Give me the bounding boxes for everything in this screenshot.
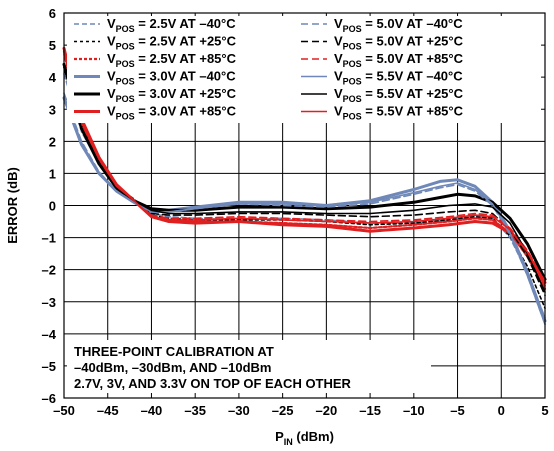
- x-axis-label: PIN (dBm): [275, 429, 334, 447]
- note-line: THREE-POINT CALIBRATION AT: [74, 344, 274, 359]
- legend-label: VPOS = 2.5V AT –40°C: [107, 16, 236, 34]
- series-line: [62, 96, 547, 323]
- y-tick-label: 3: [49, 102, 56, 117]
- series-line: [63, 66, 546, 293]
- series-line: [63, 52, 546, 287]
- y-tick-label: 6: [49, 6, 56, 21]
- x-tick-label: –45: [97, 403, 119, 418]
- note-background: [67, 340, 431, 393]
- y-tick-label: –5: [42, 359, 56, 374]
- axes: –50 –45 –40 –35 –30 –25 –20 –15 –10 –5 0 5–6–5–4–3–…: [5, 6, 549, 447]
- series-line: [63, 95, 546, 325]
- legend-label: VPOS = 5.5V AT –40°C: [334, 69, 463, 87]
- x-tick-label: –50: [53, 403, 75, 418]
- legend-label: VPOS = 5.5V AT +85°C: [334, 104, 464, 122]
- y-tick-label: 1: [49, 166, 56, 181]
- y-tick-label: 4: [49, 70, 57, 85]
- x-tick-label: –5: [450, 403, 464, 418]
- legend-label: VPOS = 2.5V AT +85°C: [107, 51, 237, 69]
- y-tick-label: –3: [42, 295, 56, 310]
- series-line: [62, 46, 547, 284]
- legend-background: [67, 16, 541, 123]
- legend-label: VPOS = 3.0V AT +25°C: [107, 86, 237, 104]
- legend-label: VPOS = 3.0V AT –40°C: [107, 69, 236, 87]
- plot-frame: [63, 12, 546, 399]
- x-tick-label: –20: [316, 403, 338, 418]
- legend-label: VPOS = 3.0V AT +85°C: [107, 104, 237, 122]
- x-tick-label: –30: [228, 403, 250, 418]
- legend-label: VPOS = 5.5V AT +25°C: [334, 86, 464, 104]
- series-layer: [62, 46, 547, 325]
- x-tick-label: –25: [272, 403, 294, 418]
- note-line: –40dBm, –30dBm, AND –10dBm: [74, 360, 271, 375]
- y-tick-label: –4: [42, 327, 57, 342]
- x-tick-label: –35: [184, 403, 206, 418]
- legend-label: VPOS = 2.5V AT +25°C: [107, 34, 237, 52]
- legend-label: VPOS = 5.0V AT +85°C: [334, 51, 464, 69]
- y-tick-label: –2: [42, 263, 56, 278]
- x-tick-label: –10: [403, 403, 425, 418]
- y-tick-label: 5: [49, 38, 56, 53]
- y-tick-label: –1: [42, 231, 56, 246]
- calibration-note: THREE-POINT CALIBRATION AT–40dBm, –30dBm…: [67, 340, 431, 393]
- x-tick-label: 0: [498, 403, 505, 418]
- y-axis-label: ERROR (dB): [5, 167, 20, 244]
- legend-label: VPOS = 5.0V AT +25°C: [334, 34, 464, 52]
- x-tick-label: 5: [541, 403, 548, 418]
- x-tick-label: –40: [141, 403, 163, 418]
- x-tick-label: –15: [359, 403, 381, 418]
- y-tick-label: 0: [49, 199, 56, 214]
- note-line: 2.7V, 3V, AND 3.3V ON TOP OF EACH OTHER: [74, 376, 352, 391]
- legend-label: VPOS = 5.0V AT –40°C: [334, 16, 463, 34]
- y-tick-label: 2: [49, 134, 56, 149]
- y-tick-label: –6: [42, 391, 56, 406]
